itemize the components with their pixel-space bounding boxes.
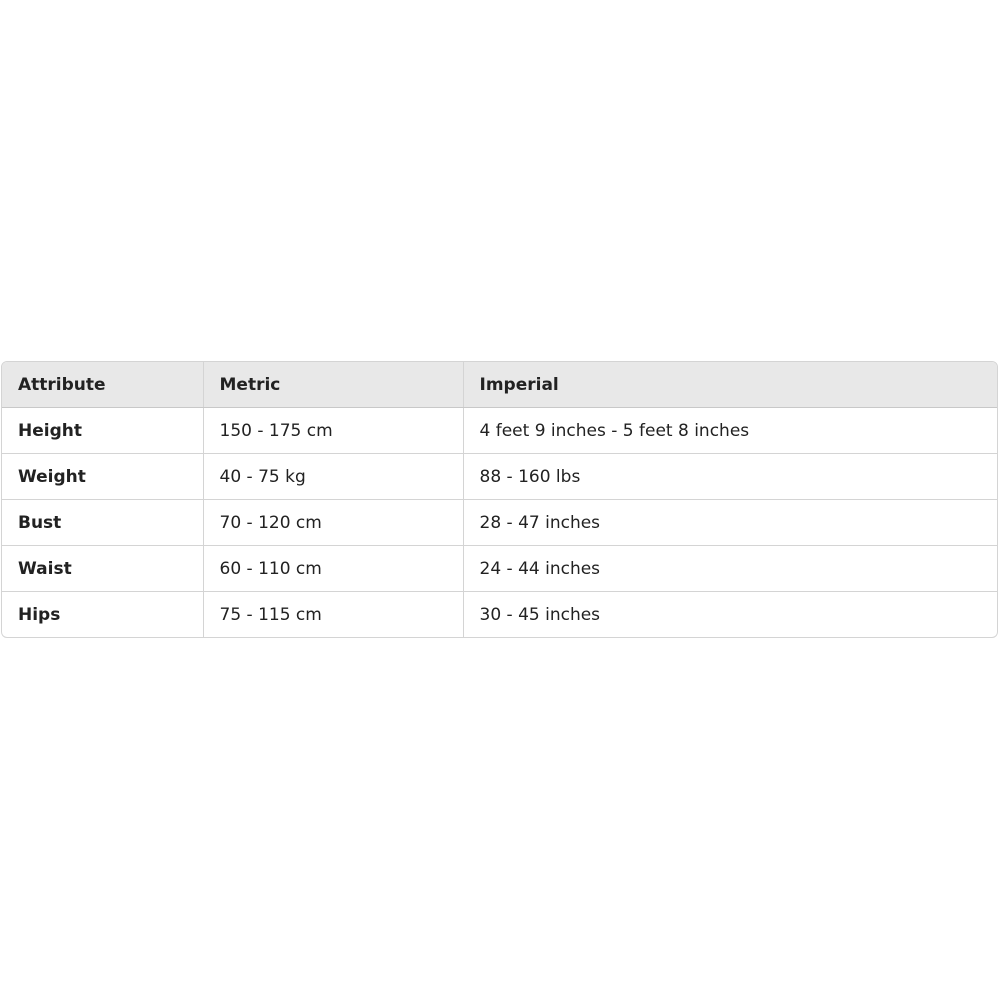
cell-imperial: 24 - 44 inches [463,545,997,592]
cell-attribute: Weight [2,453,204,500]
cell-attribute: Height [2,407,204,454]
cell-metric: 40 - 75 kg [203,453,464,500]
cell-attribute: Waist [2,545,204,592]
cell-imperial: 4 feet 9 inches - 5 feet 8 inches [463,407,997,454]
cell-attribute: Bust [2,499,204,546]
header-metric: Metric [203,362,464,408]
cell-metric: 70 - 120 cm [203,499,464,546]
table-row: Bust 70 - 120 cm 28 - 47 inches [2,499,997,546]
table-row: Hips 75 - 115 cm 30 - 45 inches [2,591,997,637]
table-header-row: Attribute Metric Imperial [2,362,997,408]
cell-metric: 150 - 175 cm [203,407,464,454]
cell-imperial: 88 - 160 lbs [463,453,997,500]
header-attribute: Attribute [2,362,204,408]
cell-imperial: 30 - 45 inches [479,604,601,625]
cell-imperial: 28 - 47 inches [463,499,997,546]
header-imperial: Imperial [463,362,997,408]
measurements-table: Attribute Metric Imperial Height 150 - 17… [2,362,997,637]
measurements-table-container: Attribute Metric Imperial Height 150 - 17… [1,361,998,638]
table-row: Weight 40 - 75 kg 88 - 160 lbs [2,453,997,500]
table-row: Height 150 - 175 cm 4 feet 9 inches - 5 fe… [2,407,997,454]
table-row: Waist 60 - 110 cm 24 - 44 inches [2,545,997,592]
cell-metric: 60 - 110 cm [203,545,464,592]
cell-attribute: Hips [2,591,204,637]
cell-metric: 75 - 115 cm [203,591,464,637]
